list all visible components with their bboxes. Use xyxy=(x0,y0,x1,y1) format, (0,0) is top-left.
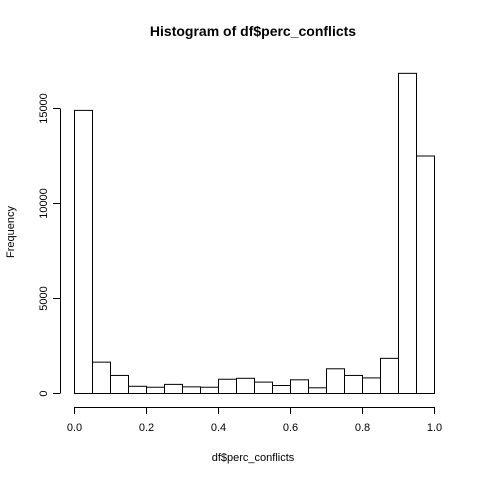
x-axis: 0.0 0.2 0.4 0.6 0.8 1.0 xyxy=(67,407,442,434)
y-tick-label: 5000 xyxy=(38,286,50,310)
histogram-bar xyxy=(218,378,237,394)
histogram-bar xyxy=(308,387,327,394)
y-axis: 0 5000 10000 15000 xyxy=(38,93,61,397)
y-tick-label: 0 xyxy=(38,390,50,396)
y-tick-label: 10000 xyxy=(38,188,50,219)
histogram-bar xyxy=(110,374,129,395)
histogram-bar xyxy=(254,381,273,395)
x-tick-label: 1.0 xyxy=(427,422,442,434)
histogram-bar xyxy=(236,377,255,394)
histogram-bar xyxy=(128,385,147,394)
histogram-bar xyxy=(380,357,399,395)
x-axis-label: df$perc_conflicts xyxy=(212,452,295,464)
x-tick-label: 0.4 xyxy=(211,422,226,434)
x-tick-label: 0.0 xyxy=(67,422,82,434)
histogram-bar xyxy=(272,385,291,394)
histogram-bars xyxy=(74,72,435,395)
chart-title: Histogram of df$perc_conflicts xyxy=(150,23,356,39)
y-tick-label: 15000 xyxy=(38,93,50,124)
histogram-bar xyxy=(74,109,93,395)
x-tick-label: 0.6 xyxy=(283,422,298,434)
histogram-bar xyxy=(416,155,435,394)
x-tick-label: 0.8 xyxy=(355,422,370,434)
y-axis-label: Frequency xyxy=(5,206,17,258)
histogram-bar xyxy=(326,368,345,394)
histogram-bar xyxy=(398,72,417,394)
histogram-bar xyxy=(344,374,363,395)
histogram-bar xyxy=(200,386,219,395)
histogram-bar xyxy=(92,361,111,394)
histogram-bar xyxy=(164,383,183,395)
histogram-bar xyxy=(182,386,201,395)
histogram-bar xyxy=(362,377,381,395)
histogram-bar xyxy=(146,386,165,395)
histogram-bar xyxy=(290,379,309,395)
x-tick-label: 0.2 xyxy=(139,422,154,434)
